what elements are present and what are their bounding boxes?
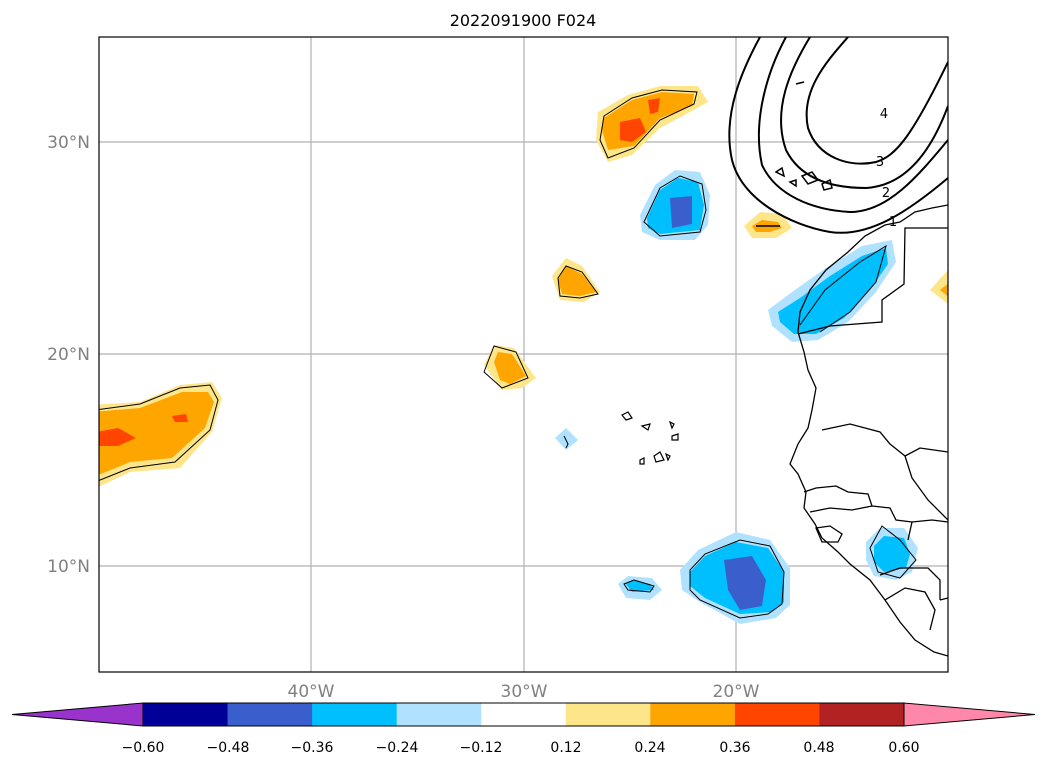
cape-verde-islands xyxy=(621,411,679,465)
colorbar-extend-low xyxy=(11,702,144,727)
anomaly-negative-small-1 xyxy=(555,428,578,450)
colorbar-tick-label: −0.48 xyxy=(207,740,250,756)
anomaly-negative-southeast xyxy=(866,525,918,580)
colorbar-segment xyxy=(143,703,229,726)
contour-4 xyxy=(805,37,948,165)
anomaly-positive-edge xyxy=(930,270,948,304)
colorbar-tick-label: 0.12 xyxy=(550,740,581,756)
lat-label-30n: 30°N xyxy=(47,133,90,153)
anomaly-positive-small-3 xyxy=(744,212,792,238)
anomaly-positive-west xyxy=(99,382,222,487)
lon-labels: 40°W 30°W 20°W xyxy=(288,682,760,702)
contour-2 xyxy=(758,37,948,214)
map-title: 2022091900 F024 xyxy=(450,11,597,30)
anomaly-positive-small-1 xyxy=(552,258,600,302)
lat-label-10n: 10°N xyxy=(47,557,90,577)
contour-wiggles xyxy=(774,81,833,191)
colorbar-segment xyxy=(481,703,567,726)
lat-label-20n: 20°N xyxy=(47,345,90,365)
lon-label-20w: 20°W xyxy=(713,682,760,702)
gridlines xyxy=(99,37,948,672)
colorbar-segment xyxy=(650,703,736,726)
lat-labels: 30°N 20°N 10°N xyxy=(47,133,90,577)
colorbar-frame xyxy=(142,702,905,727)
anomaly-negative-small-2 xyxy=(618,576,662,600)
contour-label-4: 4 xyxy=(880,107,888,122)
anomaly-positive-small-2 xyxy=(483,345,536,390)
map-panel: 1 2 3 4 xyxy=(98,36,949,673)
contour-1 xyxy=(728,37,948,234)
colorbar-ticks: −0.60 −0.48 −0.36 −0.24 −0.12 0.12 0.24 … xyxy=(122,740,920,756)
colorbar-extend-high xyxy=(903,702,1036,727)
colorbar-tick-label: −0.24 xyxy=(376,740,419,756)
colorbar-tick-label: 0.24 xyxy=(634,740,665,756)
colorbar-tick-label: 0.48 xyxy=(803,740,834,756)
coastline-africa xyxy=(789,204,948,657)
contour-label-3: 3 xyxy=(876,155,884,170)
anomaly-negative-center xyxy=(640,170,710,240)
lon-label-40w: 40°W xyxy=(288,682,335,702)
map-frame xyxy=(98,36,949,673)
colorbar-segment xyxy=(227,703,313,726)
contour-label-2: 2 xyxy=(882,186,890,201)
contour-label-1: 1 xyxy=(889,215,897,230)
colorbar-segment xyxy=(312,703,398,726)
colorbar-tick-label: −0.36 xyxy=(291,740,334,756)
colorbar-segment xyxy=(734,703,820,726)
colorbar-tick-label: −0.12 xyxy=(460,740,503,756)
colorbar-tick-label: −0.60 xyxy=(122,740,165,756)
colorbar-tick-label: 0.60 xyxy=(888,740,919,756)
colorbar-tick-label: 0.36 xyxy=(719,740,750,756)
colorbar-segment xyxy=(819,703,905,726)
colorbar-segments xyxy=(11,702,1036,727)
colorbar-segment xyxy=(396,703,482,726)
contour-labels: 1 2 3 4 xyxy=(876,107,897,230)
colorbar: −0.60 −0.48 −0.36 −0.24 −0.12 0.12 0.24 … xyxy=(11,702,1036,756)
colorbar-segment xyxy=(565,703,651,726)
anomaly-negative-south xyxy=(680,532,790,624)
anomaly-positive-north xyxy=(596,86,708,162)
lon-label-30w: 30°W xyxy=(501,682,548,702)
